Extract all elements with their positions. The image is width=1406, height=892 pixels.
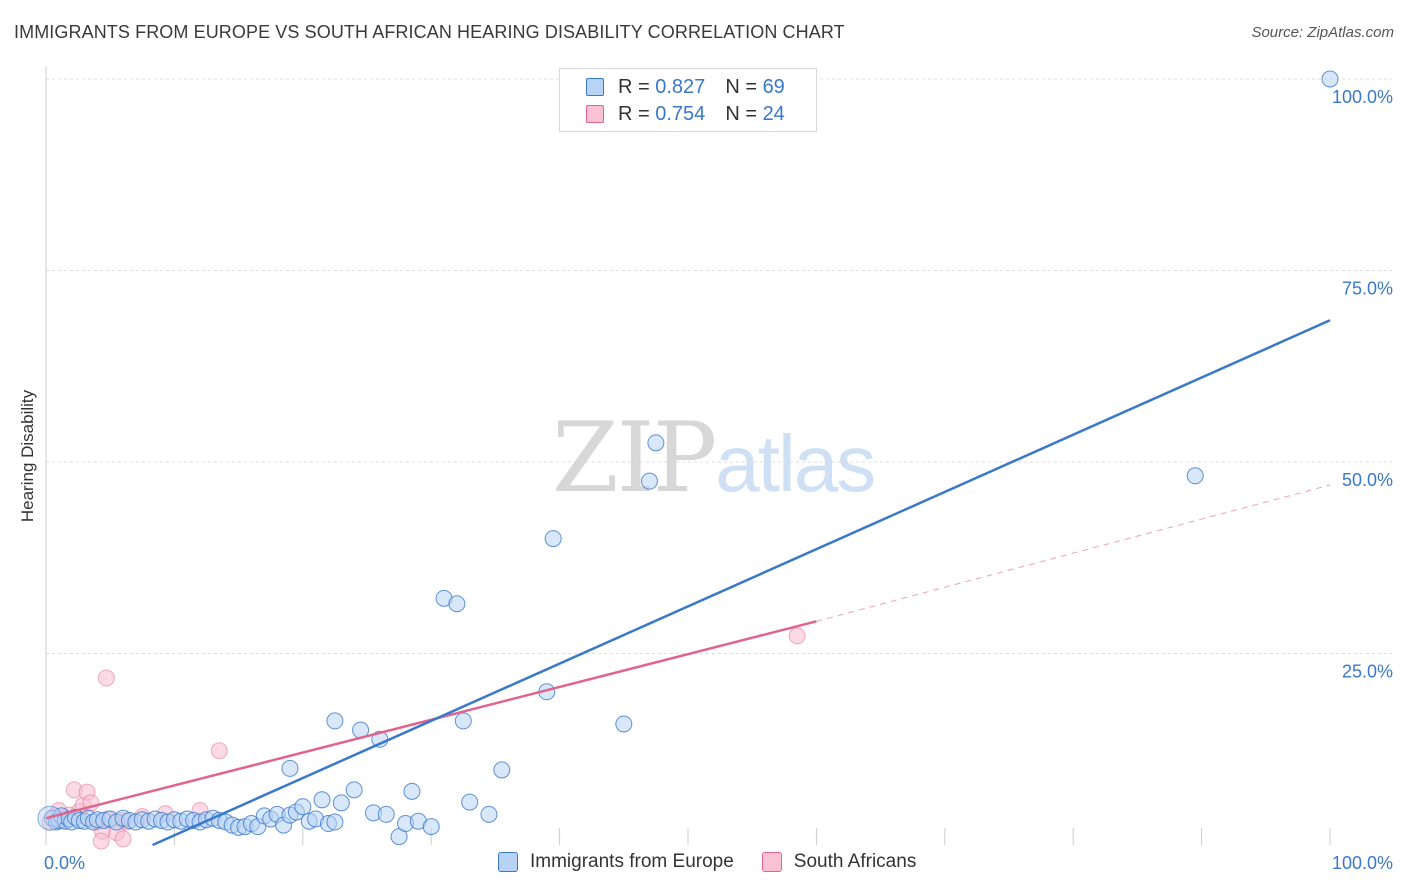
- legend-item-europe[interactable]: Immigrants from Europe: [498, 851, 734, 873]
- series-legend: Immigrants from Europe South Africans: [498, 851, 944, 873]
- y-tick-label: 75.0%: [1342, 279, 1393, 299]
- y-tick-label: 25.0%: [1342, 662, 1393, 682]
- stats-legend: R = 0.827 N = 69 R = 0.754 N = 24: [559, 68, 817, 132]
- n-value: 24: [762, 102, 785, 125]
- y-tick-label: 50.0%: [1342, 470, 1393, 490]
- point-south-african: [788, 627, 806, 645]
- watermark-zip: ZIP: [552, 402, 717, 514]
- point-europe: [332, 794, 350, 812]
- swatch-south-african: [586, 105, 604, 123]
- legend-item-south-african[interactable]: South Africans: [761, 851, 917, 873]
- legend-label-south-african: South Africans: [793, 851, 917, 872]
- n-value: 69: [762, 75, 785, 98]
- r-value: 0.827: [655, 75, 706, 98]
- point-europe: [480, 805, 498, 823]
- x-tick-label: 100.0%: [1332, 853, 1393, 873]
- point-europe: [345, 781, 363, 799]
- stats-row-europe: R = 0.827 N = 69: [586, 75, 785, 99]
- point-europe: [377, 805, 395, 823]
- point-south-african: [114, 830, 132, 848]
- point-south-african: [210, 742, 228, 760]
- n-label: N =: [725, 75, 757, 98]
- stats-row-south-african: R = 0.754 N = 24: [586, 102, 785, 126]
- trend-line-south-african-extension: [816, 484, 1331, 622]
- trend-line-europe: [152, 319, 1331, 847]
- point-europe: [403, 782, 421, 800]
- watermark-atlas: atlas: [715, 419, 876, 508]
- y-tick-label: 100.0%: [1332, 87, 1393, 107]
- r-value: 0.754: [655, 102, 706, 125]
- point-europe: [647, 434, 665, 452]
- point-europe: [1321, 70, 1339, 88]
- swatch-europe: [586, 78, 604, 96]
- legend-swatch-europe: [498, 852, 518, 872]
- point-europe: [294, 798, 312, 816]
- point-europe: [313, 791, 331, 809]
- point-europe: [640, 472, 658, 490]
- point-europe: [615, 715, 633, 733]
- point-europe: [1186, 467, 1204, 485]
- point-europe: [448, 595, 466, 613]
- point-europe: [493, 761, 511, 779]
- point-europe: [544, 530, 562, 548]
- chart-title: IMMIGRANTS FROM EUROPE VS SOUTH AFRICAN …: [14, 22, 845, 42]
- point-europe: [461, 793, 479, 811]
- source-credit: Source: ZipAtlas.com: [1251, 24, 1394, 41]
- point-europe: [326, 813, 344, 831]
- legend-swatch-south-african: [761, 852, 782, 872]
- legend-label-europe: Immigrants from Europe: [530, 851, 734, 872]
- y-axis-label: Hearing Disability: [18, 389, 37, 522]
- point-europe: [326, 712, 344, 730]
- point-south-african: [97, 669, 115, 687]
- point-europe: [454, 712, 472, 730]
- r-label: R =: [618, 75, 650, 98]
- point-europe: [281, 759, 299, 777]
- r-label: R =: [618, 102, 650, 125]
- point-south-african: [92, 832, 110, 850]
- watermark: ZIPatlas: [552, 402, 876, 514]
- n-label: N =: [725, 102, 757, 125]
- x-tick-label: 0.0%: [44, 853, 85, 873]
- point-europe: [422, 818, 440, 836]
